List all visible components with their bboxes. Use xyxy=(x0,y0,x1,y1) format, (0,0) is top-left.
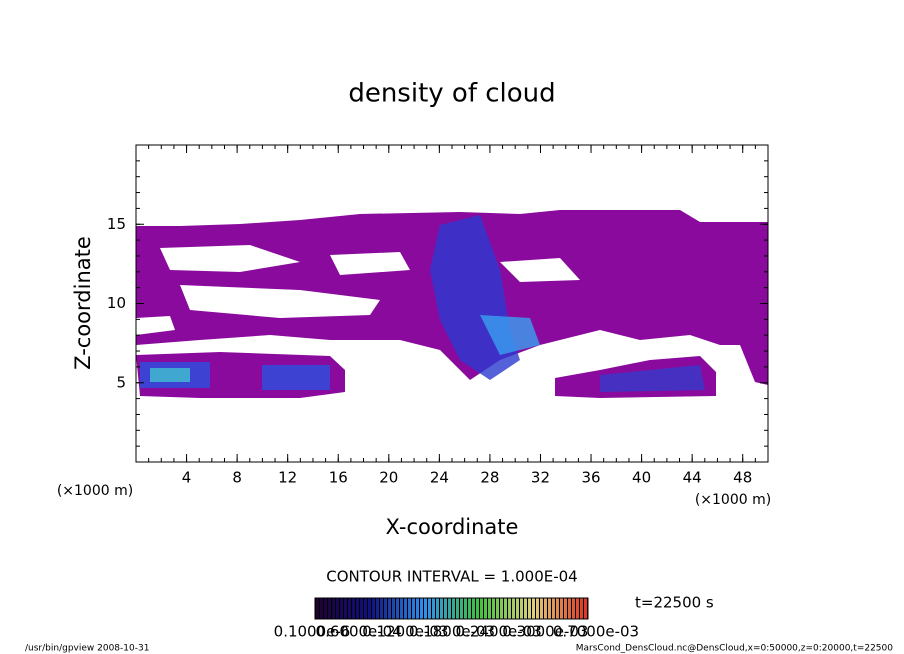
x-tick-label: 4 xyxy=(182,469,192,487)
colorbar-label: 0.1200e-03 xyxy=(362,623,448,641)
x-tick-label: 44 xyxy=(683,469,702,487)
x-tick-label: 48 xyxy=(733,469,752,487)
colorbar-label: 0.6000e-04 xyxy=(316,623,402,641)
chart-title: density of cloud xyxy=(348,79,555,109)
x-tick-label: 8 xyxy=(232,469,242,487)
y-tick-label: 10 xyxy=(107,294,126,312)
x-axis-label: X-coordinate xyxy=(386,515,519,539)
x-tick-label: 12 xyxy=(278,469,297,487)
contour-interval: CONTOUR INTERVAL = 1.000E-04 xyxy=(326,568,577,586)
x-unit: (×1000 m) xyxy=(695,492,771,508)
x-tick-label: 16 xyxy=(329,469,348,487)
colorbar-label: 0.3000e-03 xyxy=(502,623,588,641)
x-unit: (×1000 m) xyxy=(57,483,133,499)
colorbar-label: 0.2400e-03 xyxy=(456,623,542,641)
colorbar-label: 0.1800e-03 xyxy=(409,623,495,641)
footer: /usr/bin/gpview 2008-10-31 xyxy=(25,644,149,654)
x-tick-label: 32 xyxy=(531,469,550,487)
x-tick-label: 36 xyxy=(581,469,600,487)
colorbar-lines xyxy=(314,597,589,620)
y-axis-label: Z-coordinate xyxy=(71,236,95,370)
x-tick-label: 40 xyxy=(632,469,651,487)
y-tick-label: 5 xyxy=(116,373,126,391)
y-tick-label: 15 xyxy=(107,215,126,233)
x-tick-label: 28 xyxy=(480,469,499,487)
cloud-field xyxy=(136,210,768,398)
colorbar-label: 0.1000e-6 xyxy=(274,623,351,641)
footer: MarsCond_DensCloud.nc@DensCloud,x=0:5000… xyxy=(576,644,893,654)
time-label: t=22500 s xyxy=(635,594,714,612)
colorbar-label: 0.7000e-03 xyxy=(553,623,639,641)
x-tick-label: 20 xyxy=(379,469,398,487)
x-tick-label: 24 xyxy=(430,469,449,487)
